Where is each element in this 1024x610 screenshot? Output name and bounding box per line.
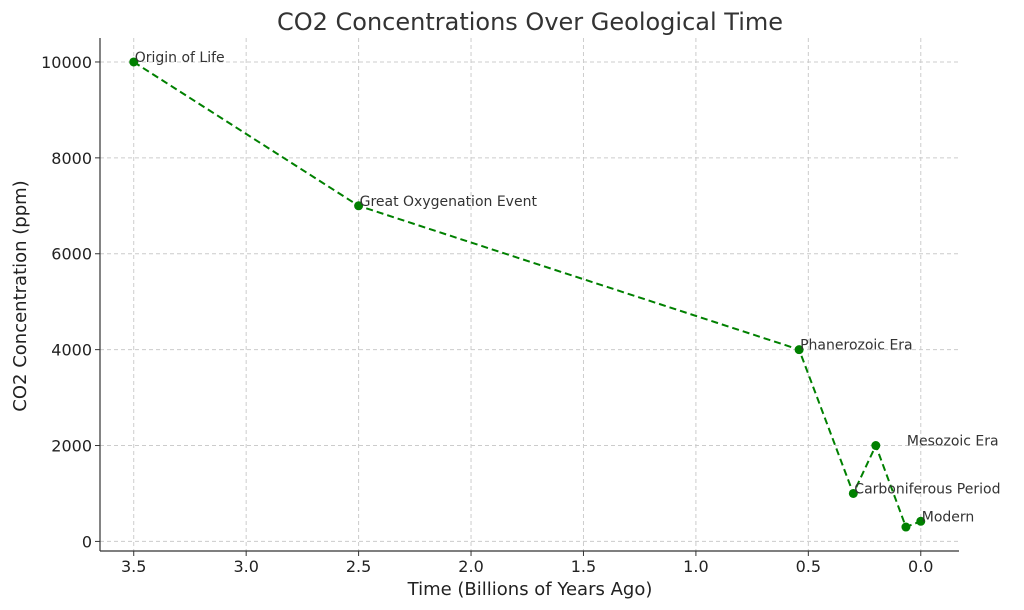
axes [99,38,959,552]
annotation-label: Modern [922,509,975,525]
annotation-label: Origin of Life [135,50,225,66]
data-point [901,522,911,532]
data-series [129,57,926,532]
x-axis-title: Time (Billions of Years Ago) [407,579,653,600]
annotations: Origin of Life Great Oxygenation Event Pha… [135,50,1001,525]
y-tick-label: 2000 [51,437,92,456]
annotation-label: Great Oxygenation Event [360,194,538,210]
annotation-label: Phanerozoic Era [800,338,913,354]
chart-title: CO2 Concentrations Over Geological Time [277,8,783,36]
data-point [848,488,858,498]
data-point [916,516,926,526]
y-axis-title: CO2 Concentration (ppm) [10,180,31,411]
x-tick-label: 2.0 [458,557,483,576]
x-tick-label: 0.0 [908,557,933,576]
data-point [871,441,881,451]
data-point [794,345,804,355]
data-point [354,201,364,211]
x-tick-label: 1.0 [683,557,708,576]
x-tick-label: 3.0 [233,557,258,576]
x-tick-label: 1.5 [571,557,596,576]
series-line [133,61,922,529]
x-tick-label: 3.5 [121,557,146,576]
y-tick-label: 10000 [41,53,92,72]
annotation-label: Carboniferous Period [854,481,1000,497]
y-axis-ticks: 0 2000 4000 6000 8000 10000 [41,53,100,551]
annotation-label: Mesozoic Era [907,434,999,450]
gridlines [100,38,959,551]
y-tick-label: 6000 [51,245,92,264]
y-tick-label: 8000 [51,149,92,168]
x-tick-label: 0.5 [796,557,821,576]
y-tick-label: 0 [82,532,92,551]
x-tick-label: 2.5 [346,557,371,576]
x-axis-ticks: 3.5 3.0 2.5 2.0 1.5 1.0 0.5 0.0 [121,551,933,576]
data-point [129,57,139,67]
y-tick-label: 4000 [51,341,92,360]
